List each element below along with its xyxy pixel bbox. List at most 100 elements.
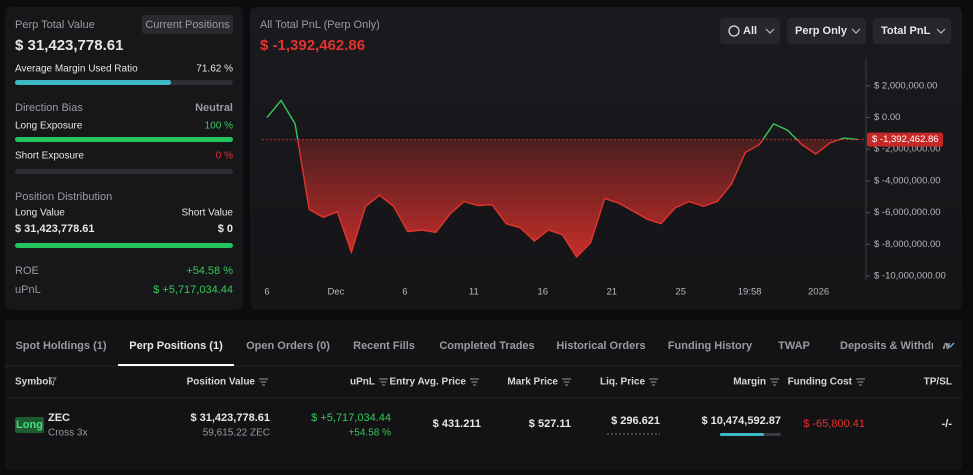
current-tag [867, 132, 943, 147]
tab[interactable]: Recent Fills [353, 340, 415, 352]
section-title: Position Distribution [15, 191, 112, 203]
pnl-line [266, 99, 859, 259]
control-button[interactable] [720, 18, 780, 44]
y-tick-label: $ 2,000,000.00 [874, 80, 937, 91]
panel-title: Perp Total Value [15, 19, 95, 31]
bar-track [15, 169, 233, 174]
tab[interactable]: Completed Trades [439, 340, 534, 352]
bias-value: Neutral [195, 102, 233, 114]
entry-price: $ 431.211 [433, 418, 481, 430]
tab[interactable]: Funding History [668, 340, 753, 352]
control-label[interactable]: All [743, 25, 757, 37]
button-bg[interactable] [142, 15, 233, 34]
sort-icon [259, 378, 268, 386]
control-button[interactable] [873, 18, 951, 44]
y-tick-label: $ -6,000,000.00 [874, 207, 941, 218]
button[interactable]: Current Positions [145, 19, 230, 31]
funding-cost: $ -65,800.41 [803, 418, 865, 430]
margin: $ 10,474,592.87 [701, 415, 781, 427]
liq-price: $ 296.621 [611, 415, 660, 427]
x-tick-label: 2026 [808, 287, 829, 298]
margin-mode: Cross 3x [48, 428, 87, 439]
column-header[interactable]: TP/SL [924, 377, 952, 388]
column-header[interactable]: Funding Cost [788, 377, 853, 388]
sort-icon [562, 378, 571, 386]
sort-icon [856, 378, 865, 386]
long-exposure-bar [15, 137, 233, 142]
short-value: $ 0 [218, 223, 233, 235]
sort-icon [770, 378, 779, 386]
chart-value: $ -1,392,462.86 [260, 37, 365, 54]
position-value: $ 31,423,778.61 [190, 412, 270, 424]
y-tick-label: $ -8,000,000.00 [874, 239, 941, 250]
tab-cover [933, 336, 943, 356]
column-header[interactable]: Mark Price [507, 377, 558, 388]
chevron [851, 28, 861, 34]
metric-value: $ +5,717,034.44 [153, 284, 233, 296]
control-button[interactable] [787, 18, 866, 44]
metric-label: Short Value [181, 208, 233, 219]
position-size: 59,615.22 ZEC [203, 428, 270, 439]
metric-label: uPnL [15, 284, 41, 296]
long-value: $ 31,423,778.61 [15, 223, 95, 235]
total-value: $ 31,423,778.61 [15, 37, 123, 54]
pnl-area [267, 139, 858, 257]
sort-icon [649, 378, 658, 386]
y-tick-label: $ -2,000,000.00 [874, 144, 941, 155]
column-header[interactable]: Entry Avg. Price [389, 377, 466, 388]
tab[interactable]: TWAP [778, 340, 810, 352]
metric-value: +54.58 % [186, 265, 233, 277]
sort-icon [379, 378, 388, 386]
tab[interactable]: Deposits & Withdraw [840, 340, 950, 352]
tab[interactable]: Perp Positions (1) [129, 340, 223, 352]
metric-label: Long Exposure [15, 121, 83, 132]
x-tick-label: 11 [469, 287, 479, 298]
distribution-bar [15, 243, 233, 248]
x-tick-label: 6 [264, 287, 269, 298]
tab-chevron[interactable] [945, 342, 955, 349]
x-tick-label: 16 [538, 287, 549, 298]
positions-panel [5, 320, 962, 470]
x-tick-label: 21 [606, 287, 617, 298]
column-header[interactable]: Position Value [187, 377, 256, 388]
y-tick-label: $ 0.00 [874, 112, 900, 123]
margin-ratio-bar [15, 80, 172, 85]
upnl: $ +5,717,034.44 [311, 412, 391, 424]
metric-label: Long Value [15, 208, 65, 219]
column-header[interactable]: Margin [733, 377, 766, 388]
column-header[interactable]: Symbol [15, 377, 51, 388]
metric-value: 100 % [205, 121, 233, 132]
clock-icon [728, 25, 740, 37]
y-tick-label: $ -10,000,000.00 [874, 271, 946, 282]
x-tick-label: Dec [327, 287, 344, 298]
metric-label: Average Margin Used Ratio [15, 64, 138, 75]
y-tick-label: $ -4,000,000.00 [874, 175, 941, 186]
metric-label: Short Exposure [15, 151, 84, 162]
x-tick-label: 19:58 [738, 287, 762, 298]
tp-sl[interactable]: -/- [942, 418, 953, 430]
upnl-percent: +54.58 % [348, 428, 391, 439]
section-title: Direction Bias [15, 102, 83, 114]
filter-icon [48, 377, 57, 386]
column-header[interactable]: Liq. Price [600, 377, 645, 388]
symbol[interactable]: ZEC [48, 412, 70, 424]
x-tick-label: 6 [402, 287, 407, 298]
tab[interactable]: Spot Holdings (1) [15, 340, 106, 352]
side-label: Long [16, 419, 43, 431]
metric-value: 71.62 % [196, 64, 233, 75]
metric-label: ROE [15, 265, 39, 277]
current-tag-label: $ -1,392,462.86 [872, 134, 939, 145]
control-label[interactable]: Total PnL [881, 25, 931, 37]
sort-icon [470, 378, 479, 386]
chevron [765, 28, 775, 34]
chart-title: All Total PnL (Perp Only) [260, 19, 380, 31]
column-header[interactable]: uPnL [350, 377, 375, 388]
metric-value: 0 % [216, 151, 233, 162]
control-label[interactable]: Perp Only [795, 25, 848, 37]
chevron [936, 28, 946, 34]
mark-price: $ 527.11 [529, 418, 571, 430]
tab[interactable]: Historical Orders [556, 340, 645, 352]
margin-fill [720, 433, 764, 436]
tab[interactable]: Open Orders (0) [246, 340, 330, 352]
